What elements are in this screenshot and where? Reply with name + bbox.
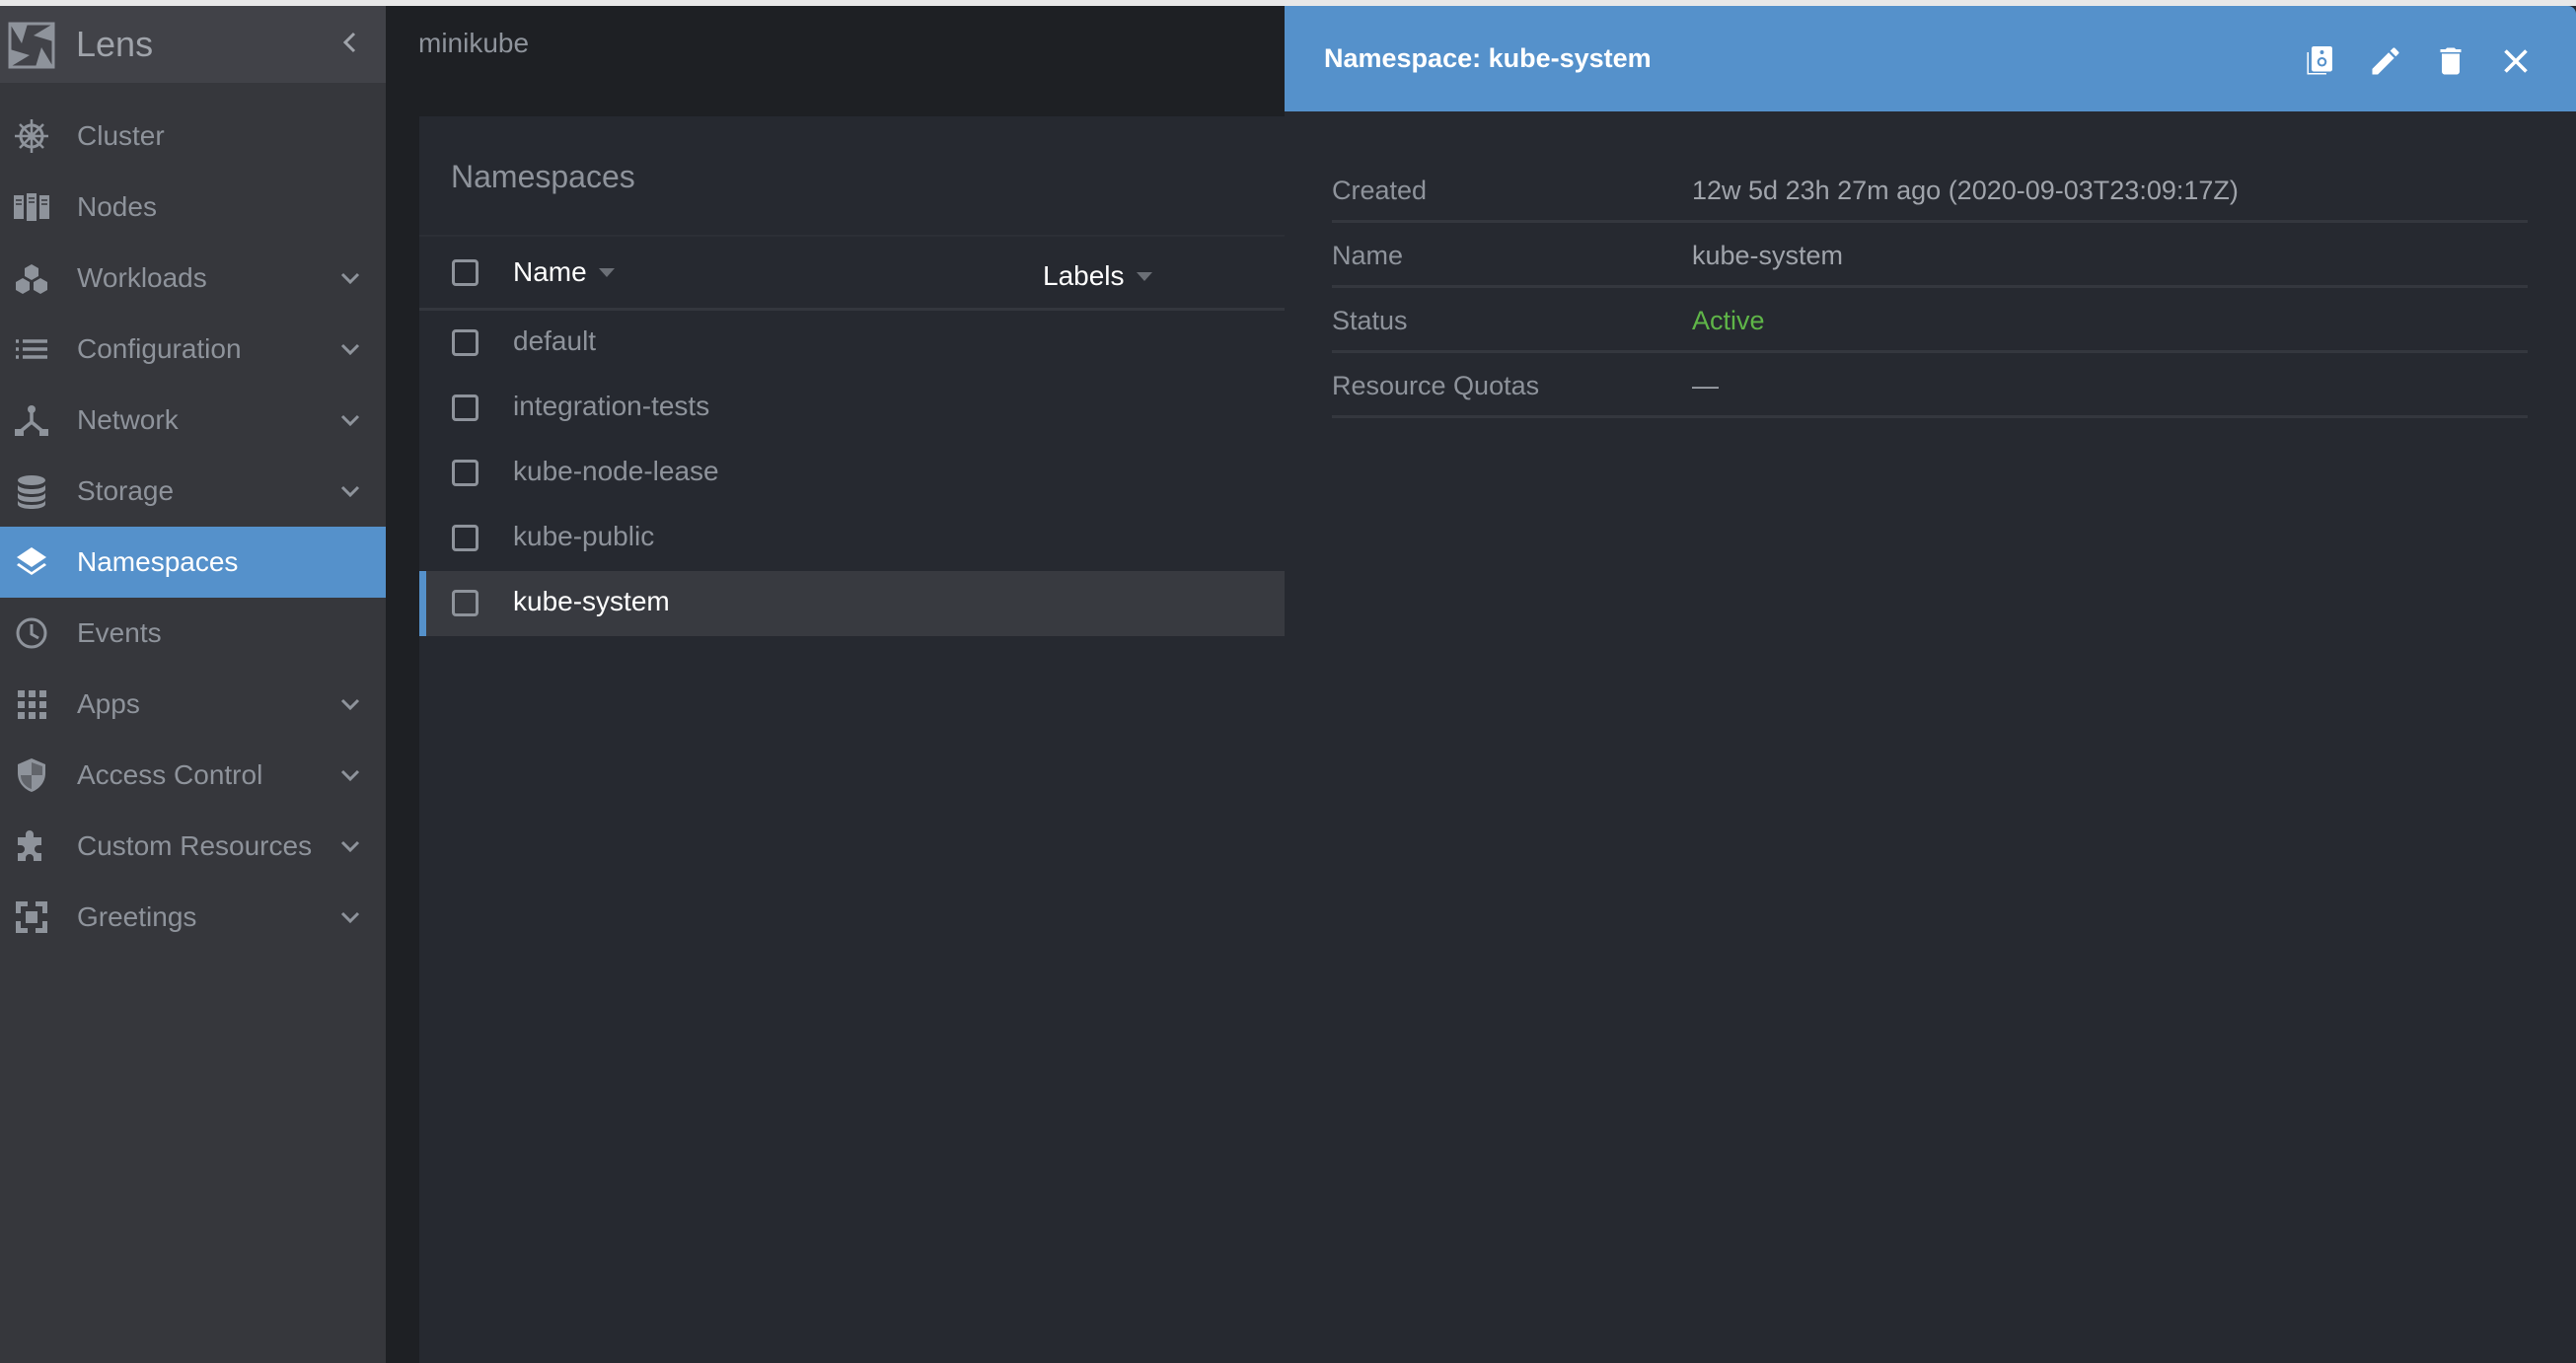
sidebar-item-configuration[interactable]: Configuration	[0, 314, 386, 385]
row-checkbox[interactable]	[452, 525, 478, 551]
detail-value: —	[1692, 371, 1719, 400]
detail-value: Active	[1692, 306, 1765, 335]
sidebar-item-label: Workloads	[77, 262, 207, 293]
servers-icon	[14, 193, 49, 221]
column-name-label: Name	[513, 256, 587, 287]
sort-arrow-icon	[598, 267, 615, 277]
chevron-down-icon[interactable]	[335, 760, 365, 790]
sidebar-item-namespaces[interactable]: Namespaces	[0, 527, 386, 598]
sidebar-item-access-control[interactable]: Access Control	[0, 740, 386, 811]
sidebar-item-custom-resources[interactable]: Custom Resources	[0, 811, 386, 882]
table-header: Name Labels	[419, 235, 1285, 311]
sidebar-item-label: Custom Resources	[77, 830, 313, 861]
detail-label: Status	[1332, 306, 1408, 335]
namespace-name: kube-system	[513, 586, 670, 616]
namespace-name: default	[513, 325, 597, 356]
sidebar-item-events[interactable]: Events	[0, 598, 386, 669]
namespace-name: kube-public	[513, 521, 655, 551]
column-header-name[interactable]: Name	[513, 256, 615, 288]
select-all-checkbox[interactable]	[452, 259, 478, 286]
table-row[interactable]: kube-system	[419, 571, 1285, 636]
chevron-down-icon[interactable]	[335, 689, 365, 719]
table-row[interactable]: kube-node-lease	[419, 441, 1285, 506]
column-labels-label: Labels	[1043, 260, 1125, 291]
detail-label: Resource Quotas	[1332, 371, 1540, 400]
sidebar-item-storage[interactable]: Storage	[0, 456, 386, 527]
detail-value: 12w 5d 23h 27m ago (2020-09-03T23:09:17Z…	[1692, 176, 2239, 205]
lens-logo-icon	[8, 22, 55, 69]
detail-row-resource-quotas: Resource Quotas —	[1332, 353, 2528, 418]
close-icon[interactable]	[2498, 43, 2534, 79]
sidebar-item-label: Network	[77, 404, 179, 435]
chevron-down-icon[interactable]	[335, 831, 365, 861]
detail-row-status: Status Active	[1332, 288, 2528, 353]
row-checkbox[interactable]	[452, 329, 478, 356]
top-bar: minikube	[386, 6, 1285, 85]
sidebar-item-label: Events	[77, 617, 162, 648]
sidebar-item-workloads[interactable]: Workloads	[0, 243, 386, 314]
sidebar-item-cluster[interactable]: Cluster	[0, 101, 386, 172]
clock-icon	[16, 617, 47, 649]
layers-icon	[17, 547, 46, 575]
helm-wheel-icon	[15, 119, 48, 153]
chevron-down-icon[interactable]	[335, 476, 365, 506]
row-checkbox[interactable]	[452, 460, 478, 486]
sidebar-item-label: Namespaces	[77, 546, 239, 577]
sidebar-item-label: Configuration	[77, 333, 242, 364]
sort-arrow-icon	[1136, 271, 1152, 281]
cubes-icon	[16, 264, 47, 294]
drawer-title: Namespace: kube-system	[1324, 43, 1652, 73]
page-title: Namespaces	[451, 159, 635, 194]
edit-icon[interactable]	[2368, 43, 2403, 79]
detail-row-name: Name kube-system	[1332, 223, 2528, 288]
namespace-name: integration-tests	[513, 391, 710, 421]
collapse-sidebar-icon[interactable]	[335, 28, 365, 57]
database-icon	[18, 475, 45, 509]
row-checkbox[interactable]	[452, 590, 478, 616]
detail-label: Name	[1332, 241, 1404, 270]
row-checkbox[interactable]	[452, 395, 478, 421]
cluster-name: minikube	[418, 28, 530, 58]
delete-icon[interactable]	[2433, 43, 2468, 79]
chevron-down-icon[interactable]	[335, 405, 365, 435]
detail-label: Created	[1332, 176, 1428, 205]
copy-icon[interactable]	[2303, 43, 2338, 79]
app-title: Lens	[76, 24, 154, 64]
table-row[interactable]: integration-tests	[419, 376, 1285, 441]
sidebar-item-label: Storage	[77, 475, 175, 506]
sidebar-item-label: Apps	[77, 688, 140, 719]
sidebar-item-label: Nodes	[77, 191, 157, 222]
details-drawer: Namespace: kube-system Created 12w 5d 23h…	[1285, 6, 2576, 1363]
window-top-strip	[0, 0, 2576, 6]
puzzle-icon	[18, 830, 41, 861]
sidebar: Lens Cluster Nodes Workloads Configurati…	[0, 6, 386, 1363]
sidebar-item-greetings[interactable]: Greetings	[0, 882, 386, 953]
detail-row-created: Created 12w 5d 23h 27m ago (2020-09-03T23…	[1332, 158, 2528, 223]
chevron-down-icon[interactable]	[335, 334, 365, 364]
detail-value: kube-system	[1692, 241, 1844, 270]
table-row[interactable]: default	[419, 311, 1285, 376]
table-row[interactable]: kube-public	[419, 506, 1285, 571]
sidebar-brand: Lens	[0, 6, 386, 83]
shield-icon	[18, 758, 45, 792]
sidebar-item-label: Greetings	[77, 901, 197, 932]
column-header-labels[interactable]: Labels	[1043, 260, 1152, 292]
chevron-down-icon[interactable]	[335, 263, 365, 293]
chevron-down-icon[interactable]	[335, 902, 365, 932]
sidebar-item-apps[interactable]: Apps	[0, 669, 386, 740]
list-icon	[16, 339, 47, 359]
network-icon	[15, 405, 48, 436]
sidebar-item-network[interactable]: Network	[0, 385, 386, 456]
namespace-name: kube-node-lease	[513, 456, 719, 486]
namespaces-list-panel: Namespaces Name Labels default integratio…	[419, 116, 1285, 1363]
extension-icon	[16, 901, 47, 933]
grid-icon	[18, 690, 46, 719]
drawer-header: Namespace: kube-system	[1285, 6, 2576, 111]
sidebar-item-nodes[interactable]: Nodes	[0, 172, 386, 243]
sidebar-item-label: Cluster	[77, 120, 165, 151]
sidebar-item-label: Access Control	[77, 759, 263, 790]
